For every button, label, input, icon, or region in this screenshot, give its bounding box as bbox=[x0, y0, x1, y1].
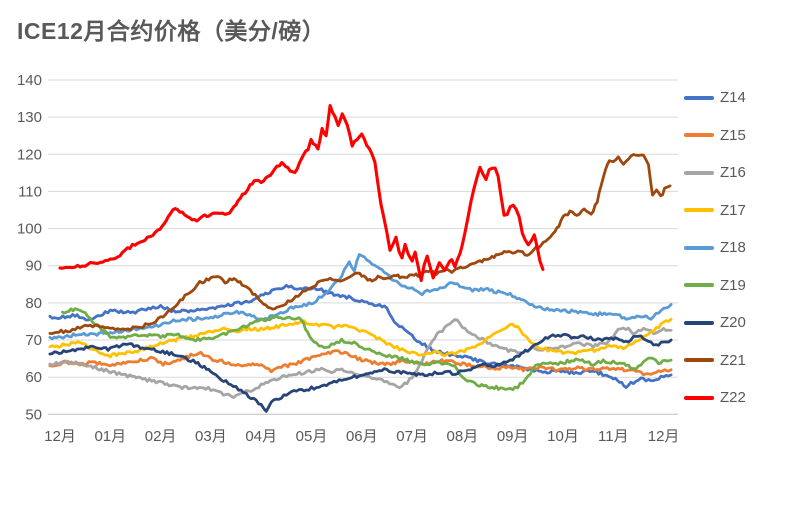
y-tick-label: 60 bbox=[25, 369, 42, 386]
y-tick-label: 90 bbox=[25, 258, 42, 275]
legend-item-z14: Z14 bbox=[684, 86, 746, 109]
series-line-z15 bbox=[48, 349, 673, 377]
legend-label: Z19 bbox=[720, 276, 746, 294]
legend-line-swatch bbox=[684, 358, 714, 362]
y-tick-label: 70 bbox=[25, 332, 42, 349]
series-line-z14 bbox=[48, 283, 673, 389]
x-tick-label: 07月 bbox=[396, 428, 428, 445]
x-tick-label: 02月 bbox=[145, 428, 177, 445]
x-tick-label: 09月 bbox=[497, 428, 529, 445]
series-line-z20 bbox=[48, 332, 673, 413]
legend-item-z15: Z15 bbox=[684, 124, 746, 147]
series-line-z19 bbox=[61, 307, 673, 391]
x-tick-label: 03月 bbox=[195, 428, 227, 445]
legend-item-z18: Z18 bbox=[684, 236, 746, 259]
series-line-z21 bbox=[48, 153, 672, 335]
x-tick-label: 08月 bbox=[447, 428, 479, 445]
x-tick-label: 12月 bbox=[44, 428, 76, 445]
legend-label: Z22 bbox=[720, 389, 746, 406]
legend-label: Z21 bbox=[720, 351, 746, 369]
legend: Z14 Z15 Z16 Z17 Z18 Z19 Z20 Z21 Z22 bbox=[684, 86, 746, 424]
legend-line-swatch bbox=[684, 133, 714, 137]
legend-label: Z15 bbox=[720, 126, 746, 144]
y-tick-label: 140 bbox=[17, 72, 42, 89]
legend-line-swatch bbox=[684, 208, 714, 212]
series-line-z16 bbox=[48, 318, 673, 399]
legend-line-swatch bbox=[684, 245, 714, 250]
series-line-z22 bbox=[58, 103, 545, 283]
legend-item-z16: Z16 bbox=[684, 161, 746, 184]
x-tick-label: 12月 bbox=[648, 428, 680, 445]
legend-line-swatch bbox=[684, 320, 714, 325]
chart-title: ICE12月合约价格（美分/磅） bbox=[17, 18, 326, 44]
legend-item-z17: Z17 bbox=[684, 199, 746, 222]
legend-label: Z16 bbox=[720, 164, 746, 181]
legend-line-swatch bbox=[684, 170, 714, 175]
legend-label: Z14 bbox=[720, 89, 746, 106]
x-tick-label: 04月 bbox=[245, 428, 277, 445]
legend-line-swatch bbox=[684, 283, 714, 287]
y-tick-label: 50 bbox=[25, 406, 42, 423]
y-tick-label: 80 bbox=[25, 295, 42, 312]
x-tick-label: 06月 bbox=[346, 428, 378, 445]
legend-label: Z17 bbox=[720, 201, 746, 219]
y-tick-label: 120 bbox=[17, 146, 42, 163]
y-tick-label: 110 bbox=[18, 183, 42, 200]
legend-line-swatch bbox=[684, 95, 714, 100]
legend-item-z21: Z21 bbox=[684, 349, 746, 372]
series-line-z18 bbox=[48, 253, 673, 341]
x-tick-label: 10月 bbox=[547, 428, 579, 445]
legend-item-z22: Z22 bbox=[684, 386, 746, 409]
legend-label: Z18 bbox=[720, 239, 746, 256]
legend-item-z20: Z20 bbox=[684, 311, 746, 334]
legend-label: Z20 bbox=[720, 314, 746, 331]
legend-item-z19: Z19 bbox=[684, 274, 746, 297]
legend-line-swatch bbox=[684, 395, 714, 400]
y-tick-label: 130 bbox=[17, 109, 42, 126]
x-tick-label: 11月 bbox=[598, 428, 629, 445]
x-tick-label: 05月 bbox=[296, 428, 328, 445]
x-tick-label: 01月 bbox=[94, 428, 126, 445]
y-tick-label: 100 bbox=[17, 221, 42, 238]
